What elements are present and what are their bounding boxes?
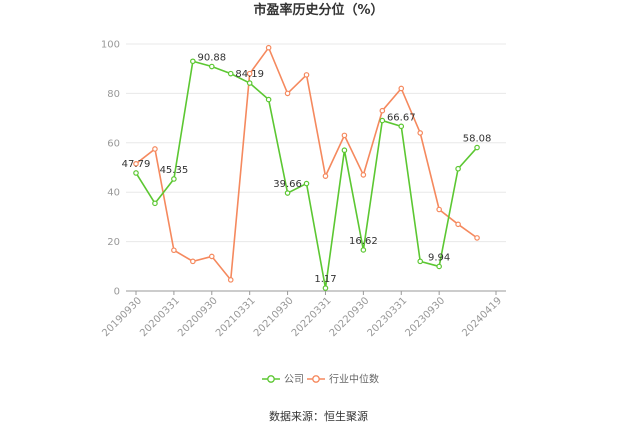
data-label: 47.79: [122, 159, 151, 170]
y-tick-label: 20: [107, 237, 120, 248]
y-tick-label: 100: [101, 40, 120, 51]
data-point: [398, 85, 405, 92]
data-point: [208, 253, 215, 260]
data-label: 39.66: [273, 179, 302, 190]
data-point: [246, 70, 253, 77]
x-tick-label: 20190930: [100, 295, 144, 339]
data-point: [417, 258, 424, 265]
data-label: 16.62: [349, 236, 378, 247]
data-point: [284, 90, 291, 97]
data-label: 84.19: [235, 69, 264, 80]
x-tick-label: 20210930: [252, 295, 296, 339]
data-point: [436, 263, 442, 270]
data-point: [152, 146, 158, 152]
legend: 公司 行业中位数: [262, 373, 379, 386]
data-point: [379, 107, 386, 114]
data-point: [246, 80, 253, 86]
data-point: [227, 277, 234, 283]
legend-marker: [267, 375, 275, 383]
y-tick-label: 0: [114, 287, 120, 298]
x-tick-label: 20200930: [176, 295, 220, 339]
data-point: [171, 247, 177, 254]
data-point: [190, 58, 196, 65]
data-label: 9.94: [428, 252, 450, 263]
axes: 0204060801002019093020200331202009302021…: [100, 40, 506, 339]
data-point: [265, 96, 272, 103]
legend-label: 行业中位数: [329, 373, 379, 386]
data-label: 90.88: [197, 53, 226, 64]
y-tick-label: 80: [107, 89, 120, 100]
data-point: [208, 63, 215, 70]
data-point: [133, 160, 139, 167]
data-point: [455, 221, 461, 228]
data-point: [284, 190, 291, 196]
data-labels: 47.79 45.35 90.88 84.19 39.66 1.17 16.62 66.67 9…: [122, 53, 492, 286]
data-point: [341, 132, 348, 139]
data-point: [265, 44, 272, 51]
series-layer: [133, 44, 480, 291]
data-point: [360, 172, 367, 178]
data-point: [171, 176, 177, 182]
data-point: [322, 285, 329, 291]
legend-marker: [312, 375, 320, 383]
data-label: 66.67: [387, 112, 416, 123]
x-tick-label: 20240419: [460, 295, 504, 339]
data-point: [455, 165, 461, 172]
legend-label: 公司: [284, 375, 304, 386]
data-label: 58.08: [463, 134, 492, 145]
data-point: [474, 144, 480, 151]
data-point: [322, 173, 329, 179]
data-point: [341, 147, 348, 154]
data-point: [303, 180, 310, 187]
y-tick-label: 40: [107, 188, 120, 199]
data-point: [417, 130, 424, 136]
x-tick-label: 20200331: [138, 295, 182, 339]
x-tick-label: 20230331: [366, 295, 410, 339]
data-point: [227, 70, 234, 77]
data-point: [133, 170, 139, 176]
data-point: [379, 117, 386, 124]
data-point: [474, 235, 480, 241]
series-line-industry-median: [135, 46, 478, 282]
legend-item-company: 公司: [262, 375, 304, 386]
data-label: 45.35: [160, 165, 189, 176]
x-tick-label: 20220331: [290, 295, 334, 339]
data-point: [398, 123, 405, 130]
data-point: [152, 200, 158, 207]
x-tick-label: 20230930: [404, 295, 448, 339]
data-point: [436, 206, 442, 213]
source-note: 数据来源：恒生聚源: [269, 409, 368, 423]
data-point: [360, 247, 367, 253]
x-tick-label: 20210331: [214, 295, 258, 339]
data-point: [190, 258, 196, 265]
legend-item-industry-median: 行业中位数: [307, 373, 379, 386]
data-label: 1.17: [314, 274, 336, 285]
x-tick-label: 20220930: [328, 295, 372, 339]
data-point: [303, 72, 310, 78]
chart-title: 市盈率历史分位（%）: [253, 2, 383, 18]
y-tick-label: 60: [107, 138, 120, 149]
